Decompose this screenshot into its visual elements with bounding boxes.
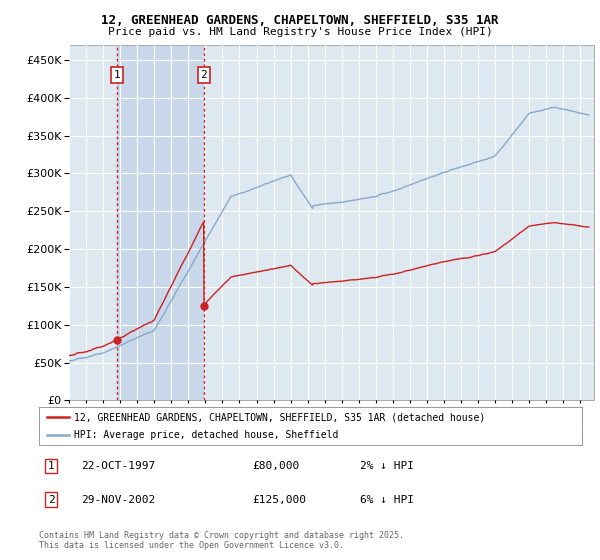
Text: 22-OCT-1997: 22-OCT-1997	[81, 461, 155, 471]
Text: 2: 2	[47, 494, 55, 505]
Bar	[117, 45, 204, 400]
Text: £125,000: £125,000	[252, 494, 306, 505]
Text: 2% ↓ HPI: 2% ↓ HPI	[360, 461, 414, 471]
Text: 29-NOV-2002: 29-NOV-2002	[81, 494, 155, 505]
Text: 12, GREENHEAD GARDENS, CHAPELTOWN, SHEFFIELD, S35 1AR: 12, GREENHEAD GARDENS, CHAPELTOWN, SHEFF…	[101, 14, 499, 27]
Text: £80,000: £80,000	[252, 461, 299, 471]
Text: 2: 2	[200, 70, 207, 80]
Text: 1: 1	[47, 461, 55, 471]
Text: 1: 1	[113, 70, 120, 80]
Text: Price paid vs. HM Land Registry's House Price Index (HPI): Price paid vs. HM Land Registry's House …	[107, 27, 493, 37]
Text: Contains HM Land Registry data © Crown copyright and database right 2025.
This d: Contains HM Land Registry data © Crown c…	[39, 531, 404, 550]
Text: 12, GREENHEAD GARDENS, CHAPELTOWN, SHEFFIELD, S35 1AR (detached house): 12, GREENHEAD GARDENS, CHAPELTOWN, SHEFF…	[74, 412, 485, 422]
Text: 6% ↓ HPI: 6% ↓ HPI	[360, 494, 414, 505]
Text: HPI: Average price, detached house, Sheffield: HPI: Average price, detached house, Shef…	[74, 430, 338, 440]
